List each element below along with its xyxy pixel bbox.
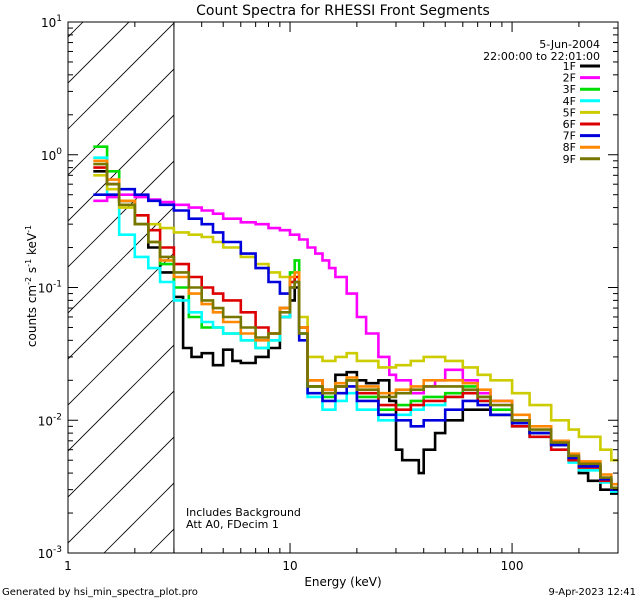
y-tick-label: 10-1 bbox=[38, 280, 62, 296]
x-tick-label: 100 bbox=[501, 559, 524, 573]
legend-label-1f: 1F bbox=[563, 60, 576, 73]
y-tick-label: 101 bbox=[41, 14, 62, 30]
excluded-hatch bbox=[68, 22, 174, 553]
footer-generated-by: Generated by hsi_min_spectra_plot.pro bbox=[2, 587, 198, 598]
legend-label-2f: 2F bbox=[563, 72, 576, 85]
legend-label-8f: 8F bbox=[563, 141, 576, 154]
hatch-line bbox=[68, 160, 174, 268]
series-layer bbox=[93, 145, 618, 495]
legend-label-9f: 9F bbox=[563, 153, 576, 166]
y-axis: 10-3 10-2 10-1 100 101 bbox=[38, 14, 618, 561]
hatch-line bbox=[68, 436, 174, 544]
hatch-line bbox=[68, 22, 174, 130]
x-tick-label: 10 bbox=[282, 559, 297, 573]
series-line-7f bbox=[93, 187, 618, 491]
y-tick-label: 100 bbox=[41, 147, 62, 163]
annotation-attenuator: Att A0, FDecim 1 bbox=[186, 518, 279, 531]
legend-label-7f: 7F bbox=[563, 130, 576, 143]
series-line-5f bbox=[93, 174, 618, 462]
legend-label-3f: 3F bbox=[563, 83, 576, 96]
legend-label-5f: 5F bbox=[563, 106, 576, 119]
y-tick-label: 10-3 bbox=[38, 545, 62, 561]
x-tick-label: 1 bbox=[64, 559, 72, 573]
hatch-line bbox=[68, 22, 130, 84]
x-axis-label: Energy (keV) bbox=[304, 575, 381, 589]
legend-label-4f: 4F bbox=[563, 95, 576, 108]
footer-timestamp: 9-Apr-2023 12:41 bbox=[549, 587, 636, 598]
legend-label-6f: 6F bbox=[563, 118, 576, 131]
x-axis: 1 10 100 bbox=[64, 22, 619, 573]
hatch-line bbox=[68, 206, 174, 314]
chart-title: Count Spectra for RHESSI Front Segments bbox=[196, 3, 490, 19]
y-tick-label: 10-2 bbox=[38, 412, 62, 428]
legend: 5-Jun-2004 22:00:00 to 22:01:00 1F2F3F4F… bbox=[483, 38, 600, 166]
legend-time-range: 22:00:00 to 22:01:00 bbox=[483, 50, 600, 63]
series-line-8f bbox=[93, 159, 618, 486]
annotation-background: Includes Background bbox=[186, 506, 301, 519]
series-line-9f bbox=[93, 162, 618, 490]
y-axis-label: counts cm-2 s-1 keV-1 bbox=[24, 225, 39, 347]
hatch-line bbox=[68, 390, 174, 498]
legend-date: 5-Jun-2004 bbox=[539, 38, 600, 51]
